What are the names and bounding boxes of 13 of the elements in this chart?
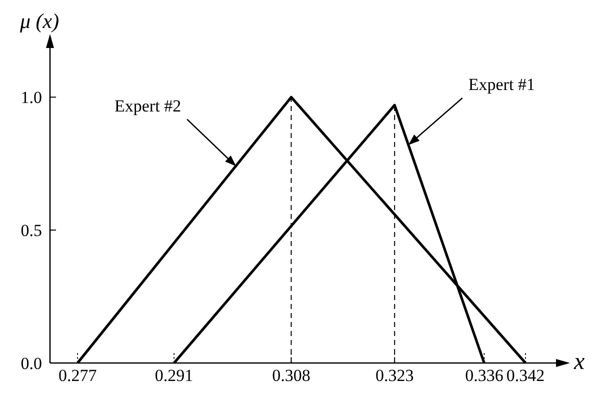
x-tick-label: 0.342 bbox=[506, 366, 545, 385]
x-tick-label: 0.323 bbox=[375, 366, 414, 385]
y-tick-label: 1.0 bbox=[20, 88, 42, 108]
y-tick-label: 0.0 bbox=[20, 354, 42, 373]
y-axis-title: μ (x) bbox=[19, 9, 60, 33]
annotation: Expert #1 bbox=[468, 75, 535, 94]
x-tick-label: 0.336 bbox=[465, 366, 504, 385]
x-tick-label: 0.308 bbox=[272, 366, 310, 385]
x-axis-title: x bbox=[573, 349, 585, 375]
y-tick-label: 0.5 bbox=[20, 221, 42, 240]
x-tick-label: 0.291 bbox=[154, 366, 194, 385]
x-tick-label: 0.277 bbox=[58, 366, 98, 385]
annotation: Expert #2 bbox=[114, 96, 182, 116]
